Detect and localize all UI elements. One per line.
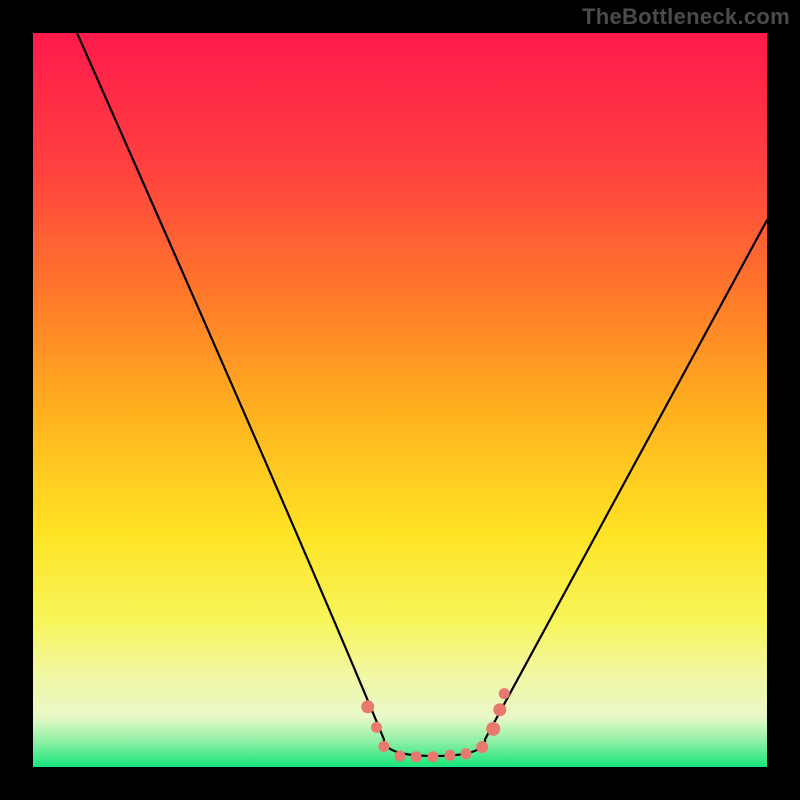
data-marker <box>411 751 422 762</box>
data-marker <box>395 750 406 761</box>
data-marker <box>428 751 439 762</box>
watermark-text: TheBottleneck.com <box>582 4 790 30</box>
data-marker <box>499 688 510 699</box>
data-marker <box>493 703 506 716</box>
chart-stage: TheBottleneck.com <box>0 0 800 800</box>
data-marker <box>371 722 382 733</box>
data-marker <box>486 722 500 736</box>
data-marker <box>476 741 488 753</box>
data-marker <box>444 750 455 761</box>
gradient-plot-area <box>33 33 767 767</box>
data-marker <box>461 748 472 759</box>
data-marker <box>361 700 374 713</box>
data-marker <box>378 741 389 752</box>
chart-svg <box>0 0 800 800</box>
